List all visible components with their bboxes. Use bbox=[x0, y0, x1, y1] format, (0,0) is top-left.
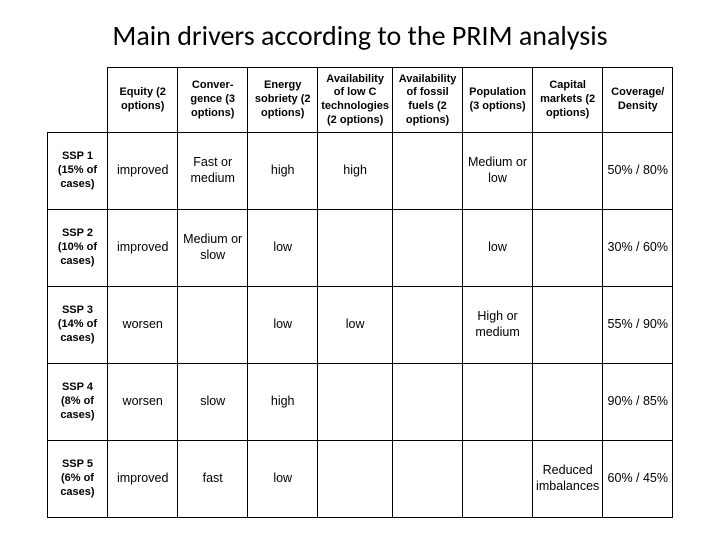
table-cell bbox=[393, 287, 463, 364]
table-cell bbox=[533, 364, 603, 441]
col-header: Availability of low C technologies (2 op… bbox=[318, 68, 393, 133]
table-cell bbox=[463, 441, 533, 518]
table-cell: 50% / 80% bbox=[603, 133, 673, 210]
table-cell: fast bbox=[178, 441, 248, 518]
table-cell: Medium or low bbox=[463, 133, 533, 210]
table-cell: low bbox=[248, 210, 318, 287]
table-cell: high bbox=[318, 133, 393, 210]
table-row: SSP 4(8% of cases)worsenslowhigh 90% / 85… bbox=[47, 364, 673, 441]
row-header: SSP 4(8% of cases) bbox=[47, 364, 108, 441]
col-header: Conver­gence (3 options) bbox=[178, 68, 248, 133]
row-header: SSP 5(6% of cases) bbox=[47, 441, 108, 518]
table-cell bbox=[533, 210, 603, 287]
table-cell: low bbox=[248, 287, 318, 364]
table-cell bbox=[318, 364, 393, 441]
table-cell: low bbox=[463, 210, 533, 287]
col-header: Population (3 options) bbox=[463, 68, 533, 133]
table-cell bbox=[318, 210, 393, 287]
table-cell: 90% / 85% bbox=[603, 364, 673, 441]
table-cell: Fast or medium bbox=[178, 133, 248, 210]
table-cell: low bbox=[248, 441, 318, 518]
table-cell: high bbox=[248, 364, 318, 441]
table-cell bbox=[393, 364, 463, 441]
table-row: SSP 1(15% of cases)improvedFast or mediu… bbox=[47, 133, 673, 210]
table-cell: high bbox=[248, 133, 318, 210]
table-cell: 55% / 90% bbox=[603, 287, 673, 364]
table-row: SSP 3(14% of cases)worsen lowlow High or m… bbox=[47, 287, 673, 364]
table-cell bbox=[393, 133, 463, 210]
col-header: Energy sobriety (2 options) bbox=[248, 68, 318, 133]
table-cell bbox=[463, 364, 533, 441]
table-row: SSP 2(10% of cases)improvedMedium or slo… bbox=[47, 210, 673, 287]
table-cell bbox=[318, 441, 393, 518]
table-cell bbox=[178, 287, 248, 364]
table-cell: worsen bbox=[108, 287, 178, 364]
table-cell: improved bbox=[108, 441, 178, 518]
table-cell bbox=[393, 210, 463, 287]
col-header: Equity (2 options) bbox=[108, 68, 178, 133]
row-header: SSP 2(10% of cases) bbox=[47, 210, 108, 287]
table-cell: improved bbox=[108, 210, 178, 287]
table-row: SSP 5(6% of cases)improvedfastlow Reduced… bbox=[47, 441, 673, 518]
row-header: SSP 1(15% of cases) bbox=[47, 133, 108, 210]
table-cell: low bbox=[318, 287, 393, 364]
table-cell: 60% / 45% bbox=[603, 441, 673, 518]
row-header: SSP 3(14% of cases) bbox=[47, 287, 108, 364]
page-title: Main drivers according to the PRIM analy… bbox=[0, 18, 720, 53]
col-header: Capital markets (2 options) bbox=[533, 68, 603, 133]
table-cell: Reduced imbalances bbox=[533, 441, 603, 518]
table-cell bbox=[393, 441, 463, 518]
header-row: Equity (2 options) Conver­gence (3 optio… bbox=[47, 68, 673, 133]
corner-cell bbox=[47, 68, 108, 133]
table-cell: Medium or slow bbox=[178, 210, 248, 287]
table-cell: 30% / 60% bbox=[603, 210, 673, 287]
prim-table: Equity (2 options) Conver­gence (3 optio… bbox=[47, 67, 674, 518]
col-header: Coverage/ Density bbox=[603, 68, 673, 133]
col-header: Availability of fossil fuels (2 options) bbox=[393, 68, 463, 133]
table-cell: improved bbox=[108, 133, 178, 210]
table-cell: slow bbox=[178, 364, 248, 441]
table-body: SSP 1(15% of cases)improvedFast or mediu… bbox=[47, 133, 673, 518]
table-cell: worsen bbox=[108, 364, 178, 441]
table-cell: High or medium bbox=[463, 287, 533, 364]
table-cell bbox=[533, 133, 603, 210]
table-cell bbox=[533, 287, 603, 364]
